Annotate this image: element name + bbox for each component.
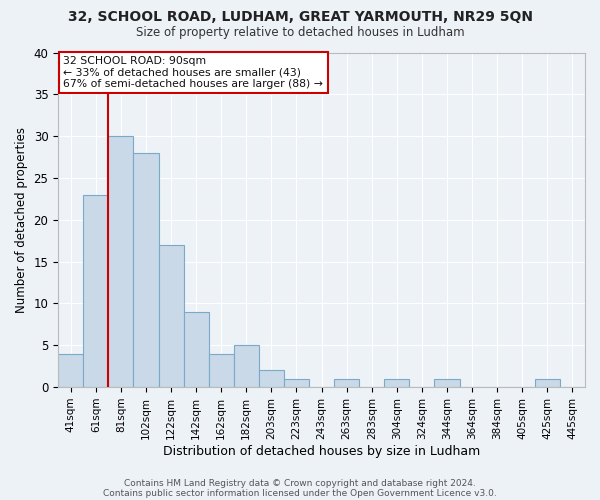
Bar: [535, 378, 560, 387]
Text: 32, SCHOOL ROAD, LUDHAM, GREAT YARMOUTH, NR29 5QN: 32, SCHOOL ROAD, LUDHAM, GREAT YARMOUTH,…: [67, 10, 533, 24]
Text: Contains public sector information licensed under the Open Government Licence v3: Contains public sector information licen…: [103, 488, 497, 498]
Bar: [58, 354, 83, 387]
Bar: [259, 370, 284, 387]
Bar: [184, 312, 209, 387]
Bar: [234, 346, 259, 387]
Text: 32 SCHOOL ROAD: 90sqm
← 33% of detached houses are smaller (43)
67% of semi-deta: 32 SCHOOL ROAD: 90sqm ← 33% of detached …: [64, 56, 323, 89]
Text: Size of property relative to detached houses in Ludham: Size of property relative to detached ho…: [136, 26, 464, 39]
Bar: [284, 378, 309, 387]
Bar: [109, 136, 133, 387]
Bar: [334, 378, 359, 387]
Text: Contains HM Land Registry data © Crown copyright and database right 2024.: Contains HM Land Registry data © Crown c…: [124, 478, 476, 488]
Bar: [158, 245, 184, 387]
Bar: [209, 354, 234, 387]
Bar: [384, 378, 409, 387]
Bar: [83, 194, 109, 387]
X-axis label: Distribution of detached houses by size in Ludham: Distribution of detached houses by size …: [163, 444, 480, 458]
Bar: [434, 378, 460, 387]
Bar: [133, 153, 158, 387]
Y-axis label: Number of detached properties: Number of detached properties: [15, 127, 28, 313]
